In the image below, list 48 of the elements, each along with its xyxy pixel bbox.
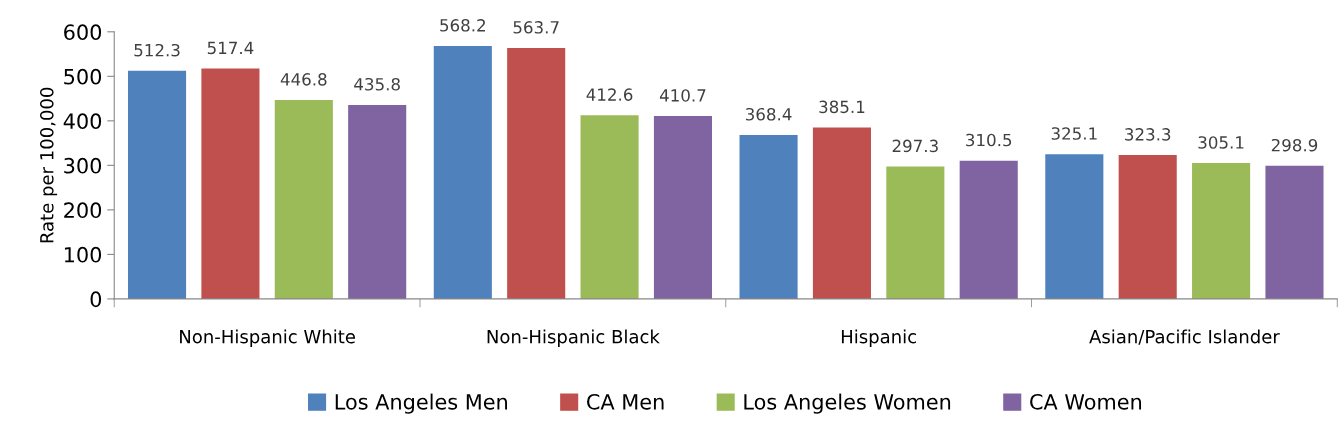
data-label: 368.4: [745, 107, 792, 121]
data-label: 385.1: [819, 100, 865, 114]
legend-label: CA Men: [587, 393, 664, 410]
data-label: 412.6: [586, 88, 633, 101]
bar: [959, 160, 1018, 299]
y-tick-label: 200: [64, 202, 102, 219]
data-label: 325.1: [1051, 127, 1097, 140]
bar: [886, 166, 945, 299]
bar: [274, 100, 333, 299]
bar: [653, 116, 712, 299]
bar: [433, 45, 492, 299]
y-tick-label: 100: [64, 246, 102, 263]
y-tick-label: 400: [63, 113, 102, 130]
bar: [1045, 154, 1104, 299]
y-tick-label: 300: [64, 157, 102, 174]
bar: [812, 127, 871, 299]
data-label: 517.4: [207, 41, 254, 55]
legend-label: Los Angeles Men: [335, 393, 508, 414]
bar: [1118, 154, 1177, 299]
y-tick-label: 500: [64, 68, 102, 85]
x-tick-label: Non-Hispanic Black: [487, 329, 660, 347]
data-label: 435.8: [354, 77, 400, 91]
bar: [348, 104, 407, 299]
bar: [1265, 165, 1324, 299]
bar: [507, 47, 566, 299]
bar: [128, 70, 187, 299]
legend-label: Los Angeles Women: [744, 393, 951, 414]
bar: [739, 134, 798, 299]
y-tick-label: 0: [90, 291, 102, 308]
data-label: 298.9: [1271, 138, 1318, 152]
data-label: 446.8: [280, 73, 327, 86]
bar: [201, 68, 260, 299]
bar: [580, 115, 639, 299]
data-label: 563.7: [513, 21, 559, 34]
y-axis-title: Rate per 100,000: [39, 87, 58, 243]
data-label: 410.7: [659, 89, 706, 102]
x-tick-label: Hispanic: [841, 329, 916, 347]
data-label: 305.1: [1198, 136, 1244, 149]
data-label: 323.3: [1125, 128, 1171, 141]
legend-label: CA Women: [1030, 393, 1142, 410]
y-tick-label: 600: [64, 24, 102, 41]
data-label: 512.3: [134, 43, 180, 57]
bar: [1192, 163, 1251, 299]
data-label: 297.3: [892, 139, 938, 153]
data-label: 568.2: [440, 19, 485, 32]
data-label: 310.5: [966, 133, 1012, 147]
x-tick-label: Asian/Pacific Islander: [1089, 329, 1280, 345]
x-tick-label: Non-Hispanic White: [180, 329, 355, 347]
